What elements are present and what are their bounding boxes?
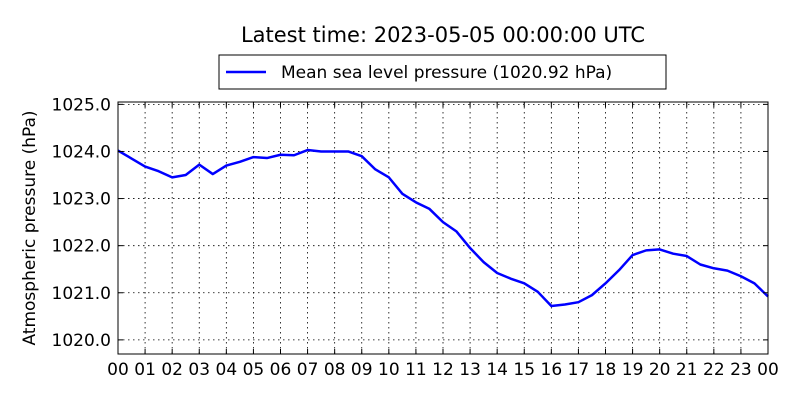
x-tick-label: 05 <box>243 360 265 380</box>
x-tick-label: 12 <box>432 360 454 380</box>
x-tick-label: 09 <box>351 360 373 380</box>
x-tick-label: 00 <box>757 360 779 380</box>
x-tick-label: 21 <box>676 360 698 380</box>
x-tick-label: 00 <box>107 360 129 380</box>
x-tick-label: 13 <box>459 360 481 380</box>
y-tick-label: 1020.0 <box>52 331 111 351</box>
x-tick-label: 04 <box>216 360 238 380</box>
x-tick-label: 19 <box>622 360 644 380</box>
x-tick-label: 02 <box>161 360 183 380</box>
x-tick-label: 18 <box>595 360 617 380</box>
y-tick-label: 1024.0 <box>52 142 111 162</box>
legend: Mean sea level pressure (1020.92 hPa) <box>218 54 667 90</box>
y-axis-label: Atmospheric pressure (hPa) <box>20 110 40 345</box>
y-tick-label: 1022.0 <box>52 237 111 257</box>
y-tick-label: 1021.0 <box>52 284 111 304</box>
x-tick-label: 06 <box>270 360 292 380</box>
ticks: 00 01 02 03 04 05 06 07 08 09 10 11 12 13 14 15 16 17 18 19… <box>52 95 779 380</box>
chart-title: Latest time: 2023-05-05 00:00:00 UTC <box>241 23 645 47</box>
x-tick-label: 22 <box>703 360 725 380</box>
x-tick-label: 16 <box>541 360 563 380</box>
y-tick-label: 1025.0 <box>52 95 111 115</box>
x-tick-label: 08 <box>324 360 346 380</box>
legend-box <box>218 54 667 90</box>
legend-label: Mean sea level pressure (1020.92 hPa) <box>281 63 612 83</box>
x-tick-label: 03 <box>188 360 210 380</box>
series-layer <box>117 148 769 308</box>
x-tick-label: 07 <box>297 360 319 380</box>
x-tick-label: 14 <box>486 360 508 380</box>
x-tick-label: 20 <box>649 360 671 380</box>
x-tick-label: 11 <box>405 360 427 380</box>
x-tick-label: 10 <box>378 360 400 380</box>
y-tick-label: 1023.0 <box>52 190 111 210</box>
x-tick-label: 17 <box>568 360 590 380</box>
x-tick-label: 15 <box>513 360 535 380</box>
x-tick-label: 23 <box>730 360 752 380</box>
series-line <box>117 148 769 308</box>
x-tick-label: 01 <box>134 360 156 380</box>
